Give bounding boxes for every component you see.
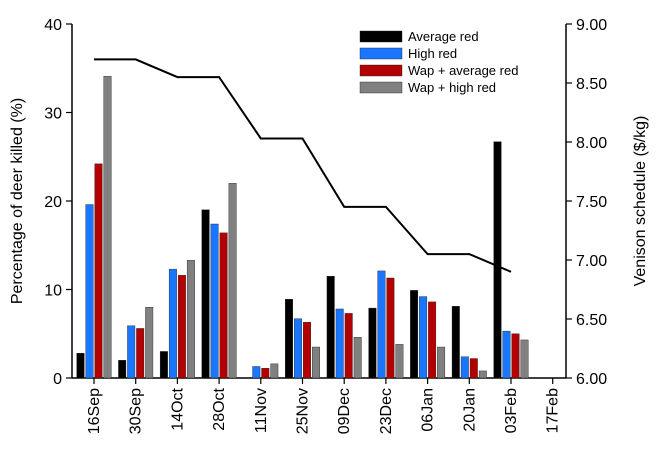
y-axis-title: Percentage of deer killed (%)	[9, 98, 26, 304]
bar-wap-average-red	[261, 368, 270, 379]
bar-wap-high-red	[145, 307, 154, 379]
bar-wap-high-red	[437, 346, 446, 379]
legend-label: Wap + average red	[408, 63, 518, 78]
x-tick-label: 03Feb	[503, 388, 520, 433]
bar-average-red	[159, 351, 168, 379]
legend-swatch	[359, 30, 403, 43]
x-tick-label: 06Jan	[420, 388, 437, 432]
bar-high-red	[210, 223, 219, 379]
y-tick-label: 10	[44, 283, 62, 300]
legend-label: High red	[408, 46, 457, 61]
bar-wap-average-red	[428, 301, 437, 379]
bar-wap-average-red	[177, 275, 186, 379]
bar-wap-high-red	[353, 337, 362, 379]
x-tick-label: 25Nov	[295, 388, 312, 434]
x-tick-label: 16Sep	[86, 388, 103, 434]
y2-tick-label: 8.50	[576, 76, 607, 93]
bar-wap-average-red	[511, 333, 520, 379]
bar-high-red	[294, 318, 302, 379]
bar-average-red	[118, 360, 127, 379]
bar-wap-average-red	[344, 313, 353, 379]
bar-average-red	[76, 353, 85, 379]
y2-tick-label: 9.00	[576, 17, 607, 34]
venison-schedule-line	[94, 58, 512, 273]
bar-wap-high-red	[478, 370, 487, 379]
bar-average-red	[410, 290, 419, 379]
x-tick-label: 11Nov	[253, 388, 270, 433]
bar-high-red	[377, 270, 386, 379]
bar-average-red	[493, 141, 502, 379]
bar-high-red	[85, 204, 94, 379]
bar-wap-high-red	[228, 183, 237, 379]
bar-high-red	[168, 268, 177, 379]
y2-tick-label: 6.00	[576, 371, 607, 388]
bar-high-red	[127, 325, 136, 379]
y-tick-label: 20	[44, 194, 62, 211]
x-tick-label: 20Jan	[461, 388, 478, 432]
y2-tick-label: 7.00	[576, 253, 607, 270]
legend-label: Average red	[408, 29, 479, 44]
y-tick-label: 0	[53, 371, 62, 388]
bar-high-red	[252, 366, 261, 379]
bar-wap-high-red	[270, 363, 279, 379]
bar-wap-high-red	[520, 339, 529, 379]
y-tick-label: 40	[44, 17, 62, 34]
x-tick-label: 30Sep	[128, 388, 145, 434]
bar-average-red	[368, 307, 377, 379]
bar-wap-average-red	[303, 322, 311, 379]
y2-tick-label: 6.50	[576, 312, 607, 329]
legend-swatch	[359, 47, 403, 60]
legend-swatch	[359, 81, 403, 94]
bar-wap-average-red	[219, 232, 228, 379]
bar-high-red	[502, 330, 511, 379]
bar-average-red	[326, 276, 335, 379]
x-tick-label: 28Oct	[211, 387, 228, 430]
legend-label: Wap + high red	[408, 80, 496, 95]
y2-tick-label: 8.00	[576, 135, 607, 152]
y2-axis-title: Venison schedule ($/kg)	[632, 116, 649, 287]
bar-high-red	[419, 296, 428, 379]
x-tick-label: 23Dec	[378, 388, 395, 434]
bar-high-red	[460, 356, 469, 379]
bar-wap-high-red	[103, 76, 112, 379]
bar-wap-average-red	[469, 358, 478, 379]
bar-average-red	[285, 299, 293, 379]
x-tick-label: 09Dec	[336, 388, 353, 434]
bar-wap-high-red	[395, 344, 404, 379]
bar-wap-average-red	[386, 277, 395, 379]
bar-high-red	[335, 308, 344, 379]
bar-wap-average-red	[94, 163, 103, 379]
y-tick-label: 30	[44, 106, 62, 123]
x-tick-label: 14Oct	[169, 387, 186, 430]
bar-wap-high-red	[186, 260, 195, 379]
y2-tick-label: 7.50	[576, 194, 607, 211]
bar-average-red	[201, 209, 210, 379]
bar-wap-high-red	[312, 346, 320, 379]
legend-swatch	[359, 64, 403, 77]
x-tick-label: 17Feb	[545, 388, 562, 433]
bar-average-red	[451, 306, 460, 379]
bar-wap-average-red	[136, 328, 145, 379]
